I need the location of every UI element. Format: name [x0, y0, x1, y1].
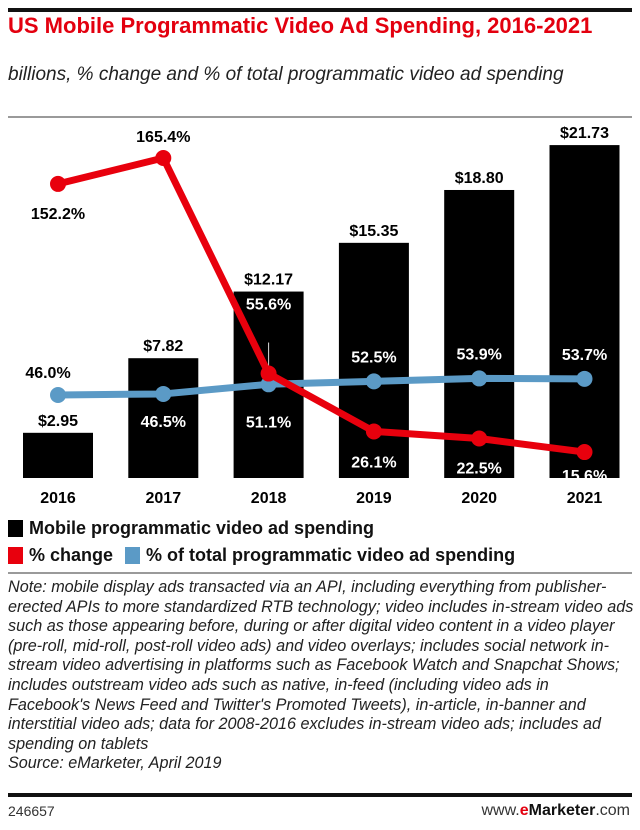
bar-value-label: $2.95: [38, 413, 78, 430]
share-value-label: 46.0%: [25, 365, 70, 382]
x-tick-label: 2018: [251, 490, 287, 507]
legend-label: Mobile programmatic video ad spending: [29, 518, 375, 538]
change-value-label: 165.4%: [136, 129, 190, 146]
divider: [8, 572, 632, 574]
brand-logo[interactable]: www.eMarketer.com: [481, 802, 630, 819]
change-value-label: 55.6%: [246, 297, 291, 314]
chart-plot: $2.95 2016 $7.82 2017 $12.17 2018 $15.35 2019 $1…: [23, 125, 620, 507]
change-line-point: [471, 430, 488, 447]
change-line-point: [365, 423, 382, 440]
note-text: Note: mobile display ads transacted via …: [8, 578, 634, 753]
bar-value-label: $15.35: [349, 223, 398, 240]
share-line-point: [50, 387, 66, 403]
change-value-label: 152.2%: [31, 206, 85, 223]
x-tick-label: 2020: [461, 490, 497, 507]
legend-swatch-black: [8, 520, 23, 537]
bar-value-label: $18.80: [455, 170, 504, 187]
bottom-rule: [8, 793, 632, 797]
legend-label: % of total programmatic video ad spendin…: [146, 545, 516, 565]
change-value-label: 15.6%: [562, 468, 607, 485]
share-line-point: [155, 385, 172, 402]
legend-label: % change: [29, 545, 114, 565]
bar-value-label: $7.82: [143, 338, 183, 355]
change-line-point: [260, 365, 277, 382]
change-line-point: [155, 150, 172, 166]
x-tick-label: 2016: [40, 490, 76, 507]
share-line-point: [365, 373, 382, 390]
share-value-label: 52.5%: [351, 349, 396, 366]
legend-row-lines: % change % of total programmatic video a…: [8, 545, 515, 566]
legend-swatch-blue: [125, 547, 141, 564]
bar-value-label: $12.17: [244, 272, 293, 289]
bar-2016: [23, 432, 93, 478]
chart-id: 246657: [8, 803, 55, 819]
share-value-label: 53.9%: [457, 346, 502, 363]
share-value-label: 53.7%: [562, 347, 607, 364]
change-line-point: [50, 175, 66, 192]
chart-subtitle: billions, % change and % of total progra…: [8, 64, 564, 85]
legend-swatch-red: [8, 547, 23, 564]
change-line-point: [576, 444, 593, 461]
x-tick-label: 2021: [567, 490, 603, 507]
x-tick-label: 2019: [356, 490, 392, 507]
chart-title: US Mobile Programmatic Video Ad Spending…: [8, 13, 593, 38]
share-line: [57, 374, 585, 399]
share-line-point: [471, 370, 488, 387]
share-value-label: 51.1%: [246, 414, 291, 431]
share-line-point: [576, 370, 593, 387]
bar-value-label: $21.73: [560, 125, 609, 142]
change-value-label: 22.5%: [457, 461, 502, 478]
bar-2020: [444, 189, 515, 478]
legend-item-bar: Mobile programmatic video ad spending: [8, 518, 374, 539]
divider: [8, 116, 632, 118]
change-line: [57, 154, 585, 456]
change-value-label: 26.1%: [351, 454, 396, 471]
bar-2017: [128, 358, 199, 478]
x-tick-label: 2017: [146, 490, 182, 507]
top-rule: [8, 8, 632, 12]
share-value-label: 46.5%: [141, 414, 186, 431]
chart-note: Note: mobile display ads transacted via …: [8, 578, 634, 774]
source-text: Source: eMarketer, April 2019: [8, 754, 222, 773]
bar-2021: [549, 145, 620, 478]
